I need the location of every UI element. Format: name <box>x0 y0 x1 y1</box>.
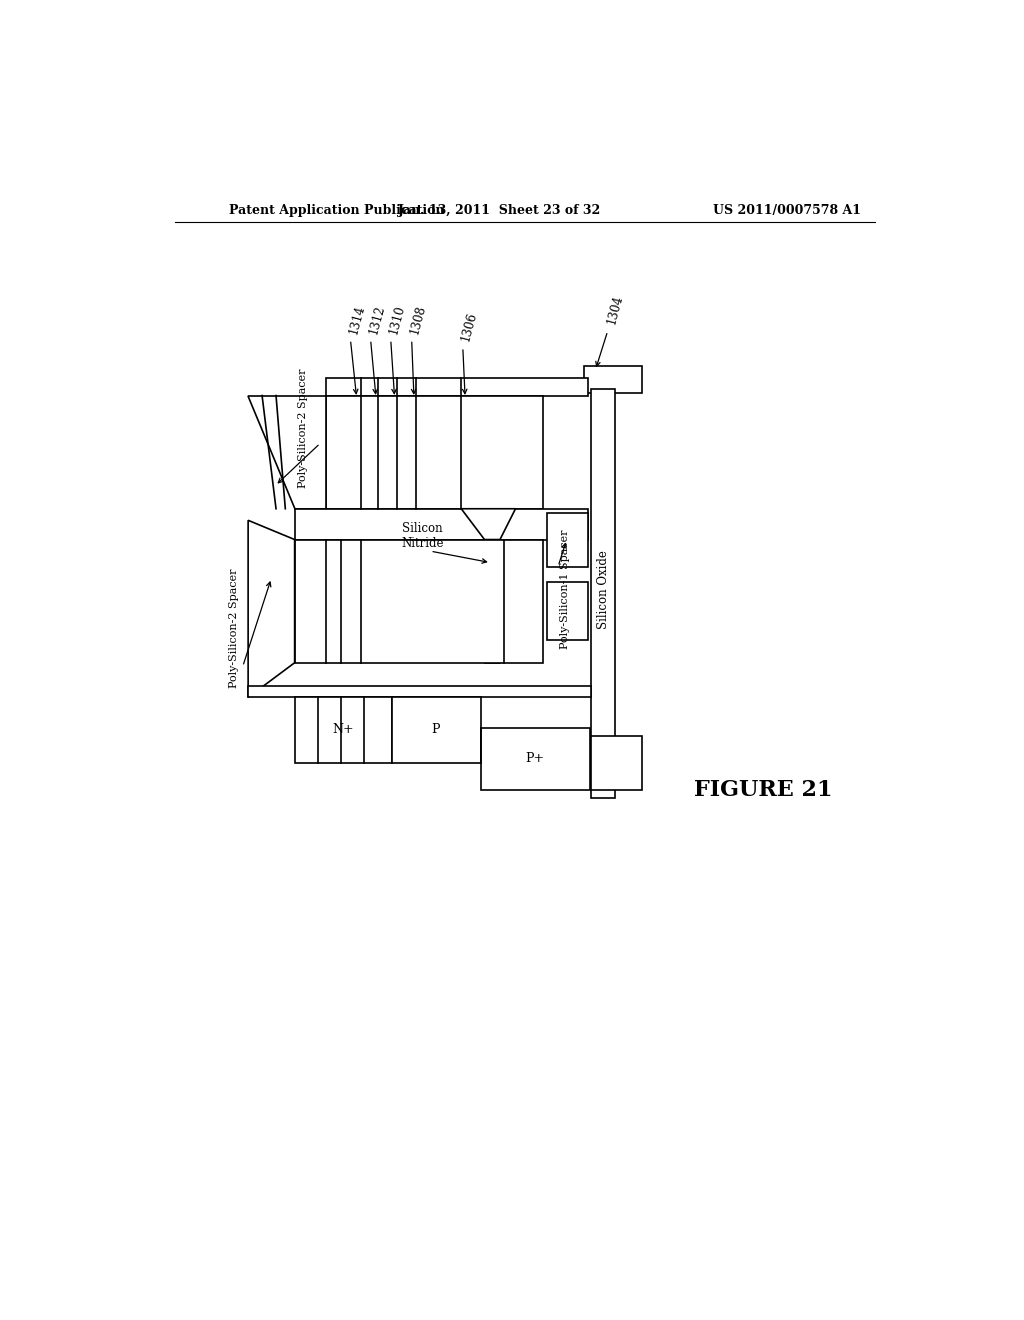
Text: P+: P+ <box>525 752 545 766</box>
Bar <box>391 697 480 763</box>
Bar <box>592 737 642 789</box>
Text: 1306: 1306 <box>459 312 479 343</box>
Bar <box>326 396 543 508</box>
Polygon shape <box>461 508 515 540</box>
Text: Poly-Silicon-1 Spacer: Poly-Silicon-1 Spacer <box>560 529 570 649</box>
Text: 1312: 1312 <box>367 304 387 335</box>
Bar <box>484 540 500 663</box>
Text: 1308: 1308 <box>408 304 428 335</box>
Polygon shape <box>248 396 326 508</box>
Text: Poly-Silicon-2 Spacer: Poly-Silicon-2 Spacer <box>299 368 308 487</box>
Bar <box>547 512 588 566</box>
Bar <box>248 686 592 697</box>
Bar <box>295 508 588 540</box>
Text: P: P <box>431 723 440 737</box>
Text: US 2011/0007578 A1: US 2011/0007578 A1 <box>713 205 861 218</box>
Text: Jan. 13, 2011  Sheet 23 of 32: Jan. 13, 2011 Sheet 23 of 32 <box>398 205 602 218</box>
Text: FIGURE 21: FIGURE 21 <box>694 779 833 801</box>
Bar <box>295 540 543 663</box>
Text: Silicon
Nitride: Silicon Nitride <box>401 521 443 549</box>
Bar <box>592 389 614 797</box>
Text: 1310: 1310 <box>387 304 408 335</box>
Text: N+: N+ <box>332 723 353 737</box>
Text: 1304: 1304 <box>604 294 625 326</box>
Bar <box>295 697 391 763</box>
Bar <box>547 582 588 640</box>
Text: Silicon Oxide: Silicon Oxide <box>597 550 609 630</box>
Text: Patent Application Publication: Patent Application Publication <box>228 205 444 218</box>
Text: 1314: 1314 <box>346 304 367 335</box>
Bar <box>584 367 642 393</box>
Bar <box>480 729 590 789</box>
Bar <box>326 378 588 396</box>
Polygon shape <box>248 520 295 697</box>
Text: Poly-Silicon-2 Spacer: Poly-Silicon-2 Spacer <box>228 569 239 688</box>
